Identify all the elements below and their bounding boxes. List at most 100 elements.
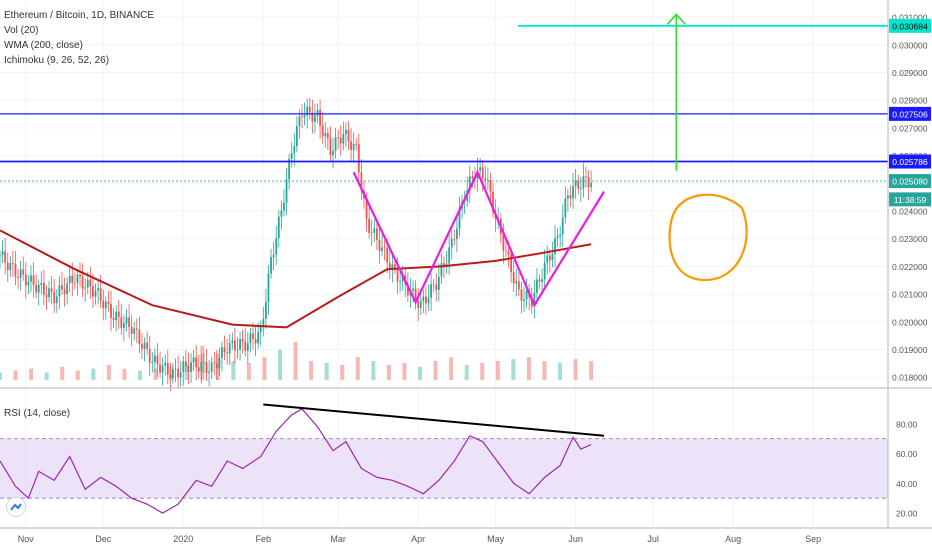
candle-body xyxy=(197,367,200,372)
volume-bar xyxy=(278,349,283,380)
candle-body xyxy=(231,340,234,344)
candle-body xyxy=(536,279,538,293)
volume-bar xyxy=(153,368,158,380)
price-tick-label: 0.024000 xyxy=(892,207,928,217)
candle-body xyxy=(143,342,146,349)
time-tick-label: Sep xyxy=(805,534,821,544)
candle-body xyxy=(272,254,275,258)
candle-body xyxy=(448,247,451,264)
candle-body xyxy=(115,311,118,321)
candle-body xyxy=(456,228,458,239)
volume-bar xyxy=(355,357,360,380)
volume-bar xyxy=(340,364,345,380)
candle-body xyxy=(135,328,138,330)
volume-bar xyxy=(511,359,516,380)
price-label-box xyxy=(889,154,931,169)
candle-body xyxy=(306,106,309,116)
candle-body xyxy=(30,275,32,282)
candle-body xyxy=(440,263,443,277)
candle-body xyxy=(0,255,1,257)
candle-body xyxy=(40,282,43,285)
candle-body xyxy=(347,129,350,142)
candle-body xyxy=(386,247,389,263)
candle-body xyxy=(288,158,291,180)
candle-body xyxy=(130,326,133,334)
candle-body xyxy=(414,288,417,302)
rsi-tick-label: 20.00 xyxy=(896,509,918,519)
candle-body xyxy=(417,301,420,308)
volume-bar xyxy=(106,364,111,380)
candle-body xyxy=(481,167,484,179)
candle-body xyxy=(510,254,513,273)
candle-body xyxy=(561,217,564,235)
candle-body xyxy=(223,347,226,353)
time-tick-label: May xyxy=(487,534,505,544)
volume-bar xyxy=(122,368,127,380)
rsi-divergence-line xyxy=(263,403,605,437)
candle-body xyxy=(381,247,383,252)
volume-bar xyxy=(542,361,547,380)
candle-body xyxy=(169,374,172,379)
candle-body xyxy=(61,285,63,290)
rsi-tick-label: 80.00 xyxy=(896,419,918,429)
candle-body xyxy=(383,247,386,249)
candle-body xyxy=(523,299,525,301)
candle-body xyxy=(244,341,247,351)
candle-body xyxy=(236,349,239,351)
candle-body xyxy=(239,338,241,350)
candle-body xyxy=(12,262,14,264)
candle-body xyxy=(81,276,84,289)
price-tick-label: 0.020000 xyxy=(892,317,928,327)
candle-body xyxy=(190,362,192,372)
candle-body xyxy=(94,290,97,297)
candle-body xyxy=(107,301,110,304)
candle-body xyxy=(146,342,149,350)
candle-body xyxy=(141,344,143,349)
candle-body xyxy=(391,264,394,270)
candle-body xyxy=(538,279,541,282)
volume-bar xyxy=(293,342,298,380)
candle-body xyxy=(234,340,236,351)
time-tick-label: Apr xyxy=(411,534,425,544)
volume-bar xyxy=(246,362,251,380)
candle-body xyxy=(559,234,562,237)
candle-body xyxy=(215,363,218,369)
volume-bar xyxy=(464,364,469,380)
candle-body xyxy=(68,275,71,284)
candle-body xyxy=(564,198,567,218)
candle-body xyxy=(427,297,430,304)
candle-body xyxy=(332,150,334,156)
volume-bar xyxy=(573,359,578,380)
candle-body xyxy=(192,357,195,363)
candle-body xyxy=(123,323,125,328)
candle-body xyxy=(406,284,409,296)
candle-body xyxy=(182,361,185,373)
volume-bar xyxy=(589,361,594,380)
candle-body xyxy=(112,317,115,321)
candle-body xyxy=(298,116,301,127)
price-tick-label: 0.027000 xyxy=(892,123,928,133)
price-tick-label: 0.023000 xyxy=(892,234,928,244)
candle-body xyxy=(319,110,321,126)
candle-body xyxy=(512,272,515,284)
candle-body xyxy=(303,115,306,118)
price-label-text: 0.030684 xyxy=(892,21,928,31)
volume-bar xyxy=(60,366,65,380)
candle-body xyxy=(533,292,536,307)
candle-body xyxy=(574,180,577,187)
candle-body xyxy=(339,137,342,144)
candle-body xyxy=(357,144,360,173)
candle-body xyxy=(308,106,311,113)
candle-body xyxy=(492,191,494,213)
price-tick-label: 0.029000 xyxy=(892,68,928,78)
candle-body xyxy=(432,284,435,285)
candle-body xyxy=(17,276,19,278)
candle-body xyxy=(577,180,580,189)
candle-body xyxy=(543,262,546,280)
candle-body xyxy=(84,287,87,289)
candle-body xyxy=(368,218,371,233)
candle-body xyxy=(314,115,316,122)
candle-body xyxy=(373,228,376,233)
price-label-box xyxy=(889,106,931,121)
